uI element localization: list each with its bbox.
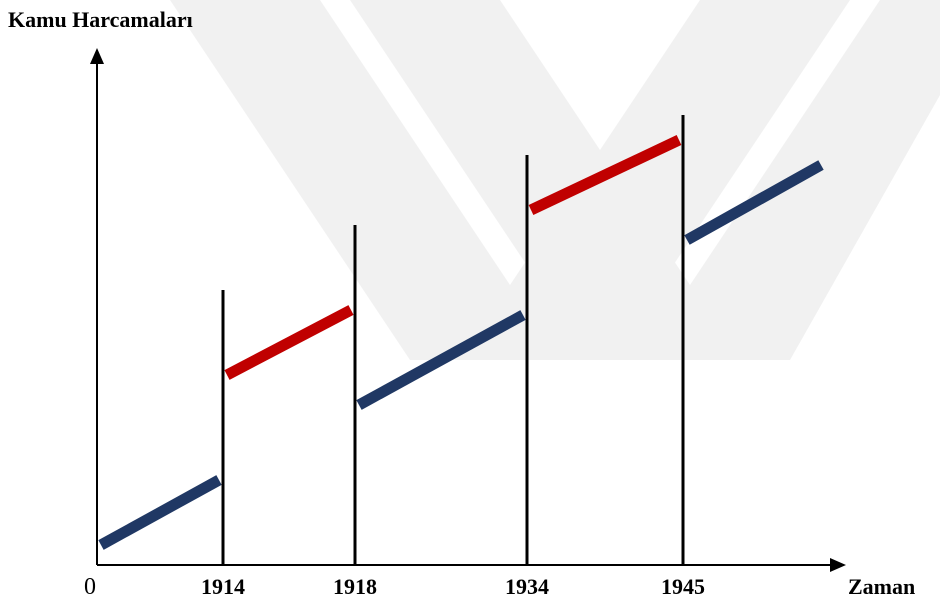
x-tick-label-1914: 1914 [201, 574, 245, 599]
x-tick-label-1918: 1918 [333, 574, 377, 599]
segment-blue-1 [98, 475, 222, 550]
x-tick-label-1934: 1934 [505, 574, 549, 599]
y-axis-arrow-icon [90, 48, 104, 64]
x-axis-arrow-icon [830, 558, 846, 572]
segment-red-4 [528, 135, 682, 215]
origin-label: 0 [84, 574, 96, 600]
segment-red-2 [224, 305, 354, 380]
x-tick-label-1945: 1945 [661, 574, 705, 599]
segment-blue-3 [356, 310, 526, 410]
watermark [170, 0, 940, 360]
segment-blue-5 [684, 160, 824, 245]
x-axis-label: Zaman [848, 574, 915, 599]
y-axis-label: Kamu Harcamaları [8, 7, 193, 32]
